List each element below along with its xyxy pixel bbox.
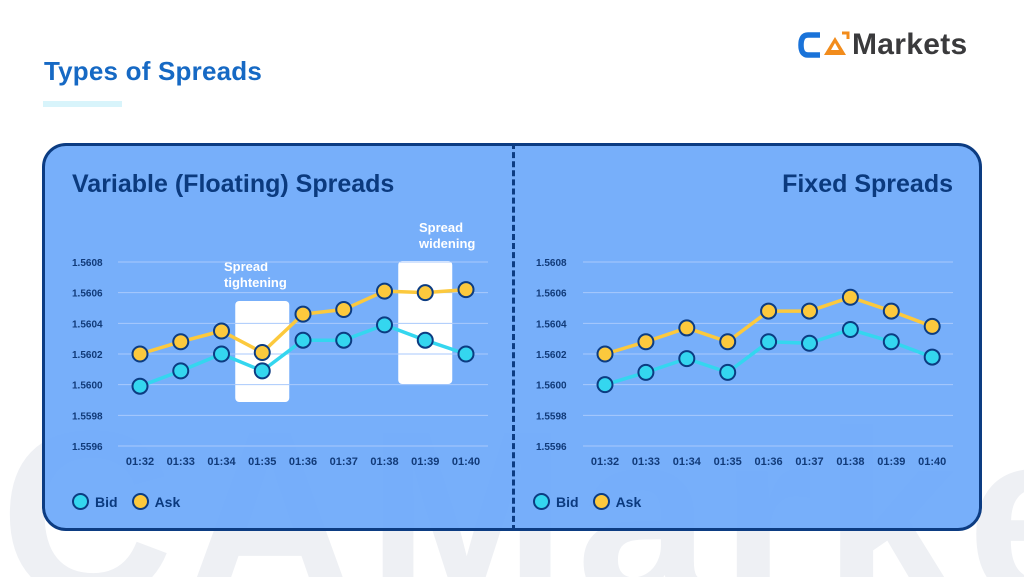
ask-point-marker	[923, 317, 941, 335]
bid-marker-icon	[533, 493, 550, 510]
panel-title-variable: Variable (Floating) Spreads	[72, 170, 395, 198]
bid-point-marker	[719, 363, 737, 381]
y-tick-label: 1.5600	[536, 381, 567, 392]
ask-marker-icon	[592, 493, 610, 510]
legend-fixed: Bid Ask	[533, 493, 649, 510]
legend-label-ask: Ask	[154, 493, 181, 510]
ask-point-marker	[213, 322, 230, 340]
bid-point-marker	[801, 334, 818, 352]
x-tick-label: 01:37	[795, 456, 823, 468]
y-tick-label: 1.5608	[72, 258, 103, 269]
x-tick-label: 01:34	[673, 456, 702, 468]
bid-point-marker	[882, 333, 900, 351]
x-tick-label: 01:39	[877, 456, 905, 468]
x-tick-label: 01:36	[289, 456, 317, 468]
bid-point-marker	[172, 362, 190, 380]
panel-title-fixed: Fixed Spreads	[782, 170, 953, 198]
ask-point-marker	[596, 345, 614, 363]
bid-point-marker	[596, 376, 614, 394]
legend-item-ask: Ask	[131, 493, 181, 510]
ask-marker-icon	[131, 493, 149, 510]
ask-point-marker	[760, 302, 778, 320]
annotation-label: tightening	[224, 275, 287, 290]
x-tick-label: 01:33	[167, 456, 195, 468]
ask-point-marker	[253, 343, 271, 361]
x-tick-label: 01:35	[248, 456, 276, 468]
legend-item-bid: Bid	[72, 493, 118, 510]
ask-point-marker	[637, 333, 655, 351]
annotation-label: Spread	[419, 220, 463, 235]
y-tick-label: 1.5604	[72, 319, 103, 330]
y-tick-label: 1.5596	[72, 442, 103, 453]
logo-text: Markets	[852, 28, 968, 61]
highlight-box	[398, 261, 453, 384]
bid-point-marker	[760, 333, 778, 351]
ask-point-marker	[678, 319, 696, 337]
ask-point-marker	[294, 305, 312, 323]
y-tick-label: 1.5602	[72, 350, 103, 361]
bid-point-marker	[376, 316, 393, 334]
annotation-label: Spread	[224, 259, 268, 274]
bid-marker-icon	[72, 493, 89, 510]
ask-point-marker	[882, 302, 900, 320]
y-tick-label: 1.5606	[536, 289, 567, 300]
bid-point-marker	[335, 331, 353, 349]
x-tick-label: 01:36	[755, 456, 783, 468]
title-underline	[43, 101, 122, 107]
x-tick-label: 01:39	[411, 456, 439, 468]
x-tick-label: 01:38	[370, 456, 398, 468]
panel-divider	[512, 143, 515, 531]
ask-point-marker	[457, 281, 475, 299]
ask-point-marker	[376, 282, 393, 300]
bid-point-marker	[416, 331, 434, 349]
x-tick-label: 01:32	[126, 456, 154, 468]
ask-point-marker	[801, 302, 818, 320]
legend-item-ask: Ask	[592, 493, 642, 510]
legend-item-bid: Bid	[533, 493, 579, 510]
bid-point-marker	[457, 345, 475, 363]
y-tick-label: 1.5606	[72, 289, 103, 300]
x-tick-label: 01:37	[330, 456, 358, 468]
bid-point-marker	[637, 363, 655, 381]
page-title: Types of Spreads	[44, 56, 263, 86]
legend-label-bid: Bid	[556, 493, 579, 510]
bid-point-marker	[678, 350, 696, 368]
x-tick-label: 01:38	[836, 456, 864, 468]
ask-point-marker	[335, 301, 353, 319]
y-tick-label: 1.5602	[536, 350, 567, 361]
y-tick-label: 1.5600	[72, 381, 103, 392]
x-tick-label: 01:33	[632, 456, 660, 468]
ask-point-marker	[172, 333, 190, 351]
bid-point-marker	[923, 348, 941, 366]
legend-label-ask: Ask	[615, 493, 642, 510]
y-tick-label: 1.5596	[536, 442, 567, 453]
x-tick-label: 01:34	[207, 456, 236, 468]
legend-label-bid: Bid	[95, 493, 118, 510]
y-tick-label: 1.5598	[72, 411, 103, 422]
y-tick-label: 1.5608	[536, 258, 567, 269]
y-tick-label: 1.5604	[536, 319, 567, 330]
ca-logo-mark-icon	[798, 31, 850, 58]
y-tick-label: 1.5598	[536, 411, 567, 422]
x-tick-label: 01:40	[918, 456, 946, 468]
x-tick-label: 01:35	[714, 456, 742, 468]
bid-point-marker	[294, 331, 312, 349]
bid-point-marker	[213, 345, 230, 363]
bid-point-marker	[131, 377, 149, 395]
bid-point-marker	[841, 320, 859, 338]
ask-point-marker	[841, 288, 859, 306]
ask-point-marker	[416, 284, 434, 302]
ask-point-marker	[131, 345, 149, 363]
brand-logo: Markets	[798, 28, 968, 62]
legend-variable: Bid Ask	[72, 493, 188, 510]
annotation-label: widening	[418, 236, 475, 251]
x-tick-label: 01:40	[452, 456, 480, 468]
x-tick-label: 01:32	[591, 456, 619, 468]
ask-point-marker	[719, 333, 737, 351]
bid-point-marker	[253, 362, 271, 380]
